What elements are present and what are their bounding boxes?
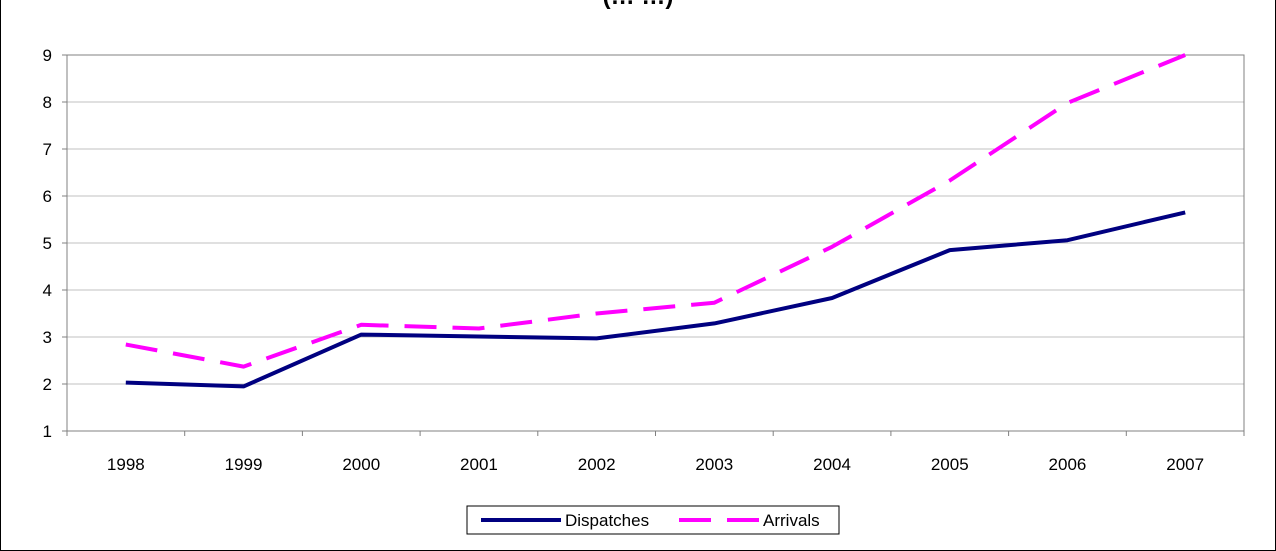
- y-axis-tick-labels: 1 2 3 4 5 6 7 8 9: [43, 46, 52, 441]
- x-tick-label-2003: 2003: [695, 455, 733, 474]
- y-tick-label-1: 1: [43, 422, 52, 441]
- y-tick-label-9: 9: [43, 46, 52, 65]
- chart-title: (… …): [0, 0, 1276, 11]
- y-tick-label-5: 5: [43, 234, 52, 253]
- y-tick-label-2: 2: [43, 375, 52, 394]
- legend: Dispatches Arrivals: [466, 505, 840, 535]
- series-line-arrivals: [125, 53, 1186, 369]
- series-line-dispatches: [125, 210, 1186, 389]
- y-tick-label-8: 8: [43, 93, 52, 112]
- x-tick-label-2004: 2004: [813, 455, 851, 474]
- series-lines: [125, 53, 1186, 389]
- x-tick-label-2005: 2005: [931, 455, 969, 474]
- x-tick-label-2006: 2006: [1049, 455, 1087, 474]
- y-tick-label-6: 6: [43, 187, 52, 206]
- y-tick-label-4: 4: [43, 281, 52, 300]
- x-tick-label-1998: 1998: [107, 455, 145, 474]
- x-tick-label-1999: 1999: [225, 455, 263, 474]
- gridlines: [67, 54, 1244, 385]
- y-tick-label-7: 7: [43, 140, 52, 159]
- y-tick-label-3: 3: [43, 328, 52, 347]
- x-tick-label-2001: 2001: [460, 455, 498, 474]
- x-tick-label-2000: 2000: [342, 455, 380, 474]
- legend-label-arrivals: Arrivals: [763, 511, 820, 530]
- x-axis-tick-labels: 1998 1999 2000 2001 2002 2003 2004 2005 2006 2007: [107, 455, 1204, 474]
- legend-label-dispatches: Dispatches: [565, 511, 649, 530]
- axes: [62, 54, 1245, 436]
- x-tick-label-2002: 2002: [578, 455, 616, 474]
- x-tick-label-2007: 2007: [1166, 455, 1204, 474]
